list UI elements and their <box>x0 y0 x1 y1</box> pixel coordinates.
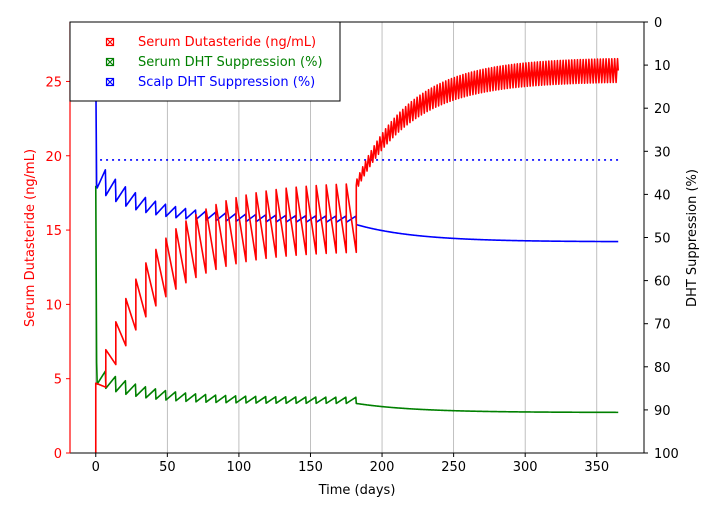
legend-marker-serum-dutasteride <box>105 37 115 47</box>
y-right-tick-label-80: 80 <box>654 361 671 376</box>
x-tick-label-300: 300 <box>513 460 538 475</box>
y-axis-right-label: DHT Suppression (%) <box>685 169 700 307</box>
y-right-tick-label-30: 30 <box>654 145 671 160</box>
x-tick-label-0: 0 <box>92 460 100 475</box>
y-right-tick-label-90: 90 <box>654 404 671 419</box>
y-right-tick-label-0: 0 <box>654 16 662 31</box>
series-line-scalp-dht-suppression <box>94 65 619 243</box>
y-left-tick-label-0: 0 <box>54 447 62 462</box>
y-right-tick-label-100: 100 <box>654 447 679 462</box>
x-tick-label-250: 250 <box>441 460 466 475</box>
x-tick-label-350: 350 <box>584 460 609 475</box>
y-right-tick-label-10: 10 <box>654 59 671 74</box>
y-left-tick-label-5: 5 <box>54 373 62 388</box>
y-right-tick-label-70: 70 <box>654 318 671 333</box>
legend-box <box>69 21 341 102</box>
y-left-tick-label-20: 20 <box>45 150 62 165</box>
series-line-serum-dutasteride <box>94 57 620 453</box>
series-group <box>94 57 620 453</box>
legend-label-serum-dutasteride: Serum Dutasteride (ng/mL) <box>138 35 316 50</box>
legend: Serum Dutasteride (ng/mL) Serum DHT Supp… <box>69 21 341 102</box>
legend-label-serum-dht: Serum DHT Suppression (%) <box>138 55 323 70</box>
legend-entry-serum-dht: Serum DHT Suppression (%) <box>105 55 323 70</box>
y-axis-left-label: Serum Dutasteride (ng/mL) <box>23 149 38 327</box>
y-left-tick-label-25: 25 <box>45 75 62 90</box>
y-axis-right: 0 10 20 30 40 50 60 70 80 90 100 <box>644 16 679 462</box>
legend-marker-serum-dht <box>105 57 115 67</box>
x-tick-label-200: 200 <box>370 460 395 475</box>
x-axis-label: Time (days) <box>318 483 396 498</box>
x-tick-label-150: 150 <box>298 460 323 475</box>
legend-entry-scalp-dht: Scalp DHT Suppression (%) <box>105 75 315 90</box>
y-right-tick-label-60: 60 <box>654 275 671 290</box>
y-right-tick-label-50: 50 <box>654 232 671 247</box>
series-line-serum-dht-suppression <box>94 185 619 414</box>
x-tick-label-100: 100 <box>226 460 251 475</box>
y-left-tick-label-15: 15 <box>45 224 62 239</box>
y-right-tick-label-20: 20 <box>654 102 671 117</box>
y-right-tick-label-40: 40 <box>654 188 671 203</box>
x-tick-label-50: 50 <box>159 460 176 475</box>
legend-marker-scalp-dht <box>105 77 115 87</box>
legend-entry-serum-dutasteride: Serum Dutasteride (ng/mL) <box>105 35 316 50</box>
x-axis: 0 50 100 150 200 250 300 350 <box>92 453 609 475</box>
y-axis-left: 0 5 10 15 20 25 <box>45 22 71 462</box>
y-left-tick-label-10: 10 <box>45 298 62 313</box>
legend-label-scalp-dht: Scalp DHT Suppression (%) <box>138 75 315 90</box>
